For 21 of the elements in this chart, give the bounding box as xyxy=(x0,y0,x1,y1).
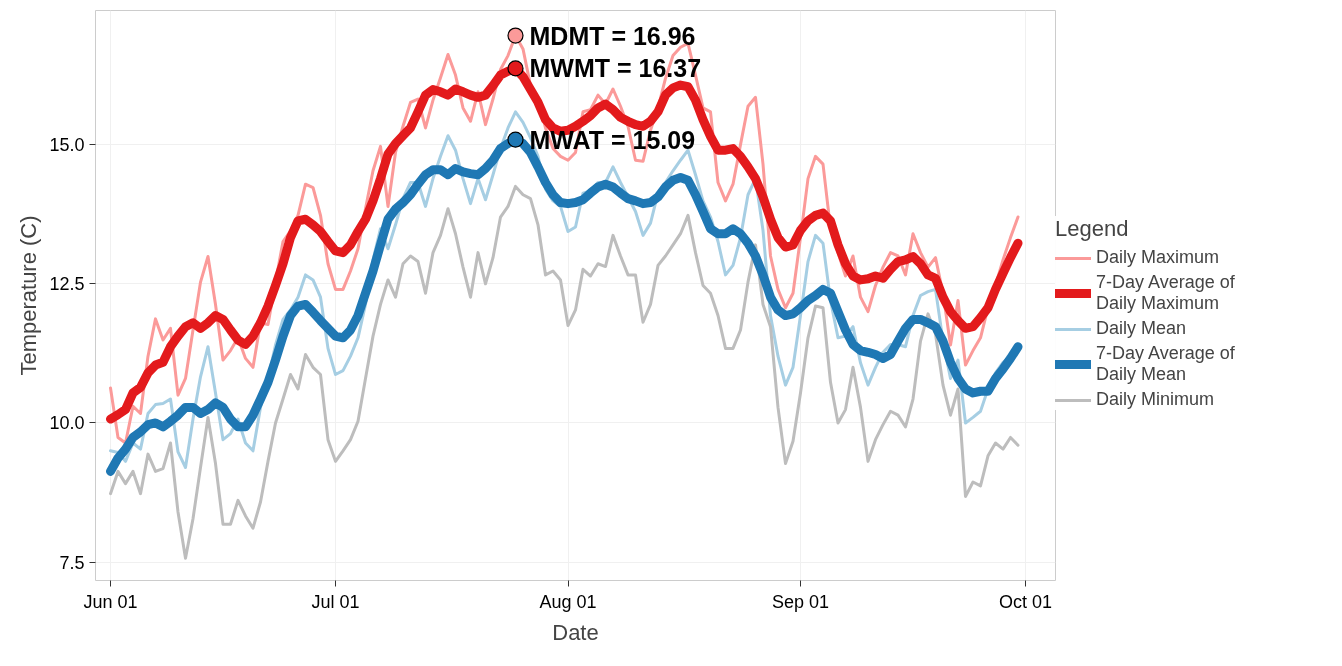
y-tick-label: 10.0 xyxy=(49,413,85,434)
x-tick-label: Aug 01 xyxy=(539,591,597,612)
legend-title: Legend xyxy=(1055,216,1130,242)
legend-label: Daily Mean xyxy=(1096,318,1187,339)
legend-label: 7-Day Average of Daily Maximum xyxy=(1096,272,1235,314)
legend-label: 7-Day Average of Daily Mean xyxy=(1096,343,1235,385)
x-tick-label: Oct 01 xyxy=(998,591,1053,612)
annotation: MWAT = 15.09 xyxy=(529,125,696,154)
y-tick-label: 15.0 xyxy=(49,135,85,156)
x-tick-label: Sep 01 xyxy=(771,591,830,612)
legend-label: Daily Maximum xyxy=(1096,247,1220,268)
line-series xyxy=(109,184,1020,560)
y-tick-label: 7.5 xyxy=(59,552,85,573)
annotation: MWMT = 16.37 xyxy=(529,54,702,83)
y-tick-label: 12.5 xyxy=(49,274,85,295)
annotation: MDMT = 16.96 xyxy=(529,21,696,50)
y-axis-title: Temperature (C) xyxy=(16,215,42,376)
x-tick-label: Jun 01 xyxy=(83,591,138,612)
x-axis-title: Date xyxy=(552,619,599,645)
legend-label: Daily Minimum xyxy=(1096,389,1215,410)
x-tick-label: Jul 01 xyxy=(311,591,360,612)
